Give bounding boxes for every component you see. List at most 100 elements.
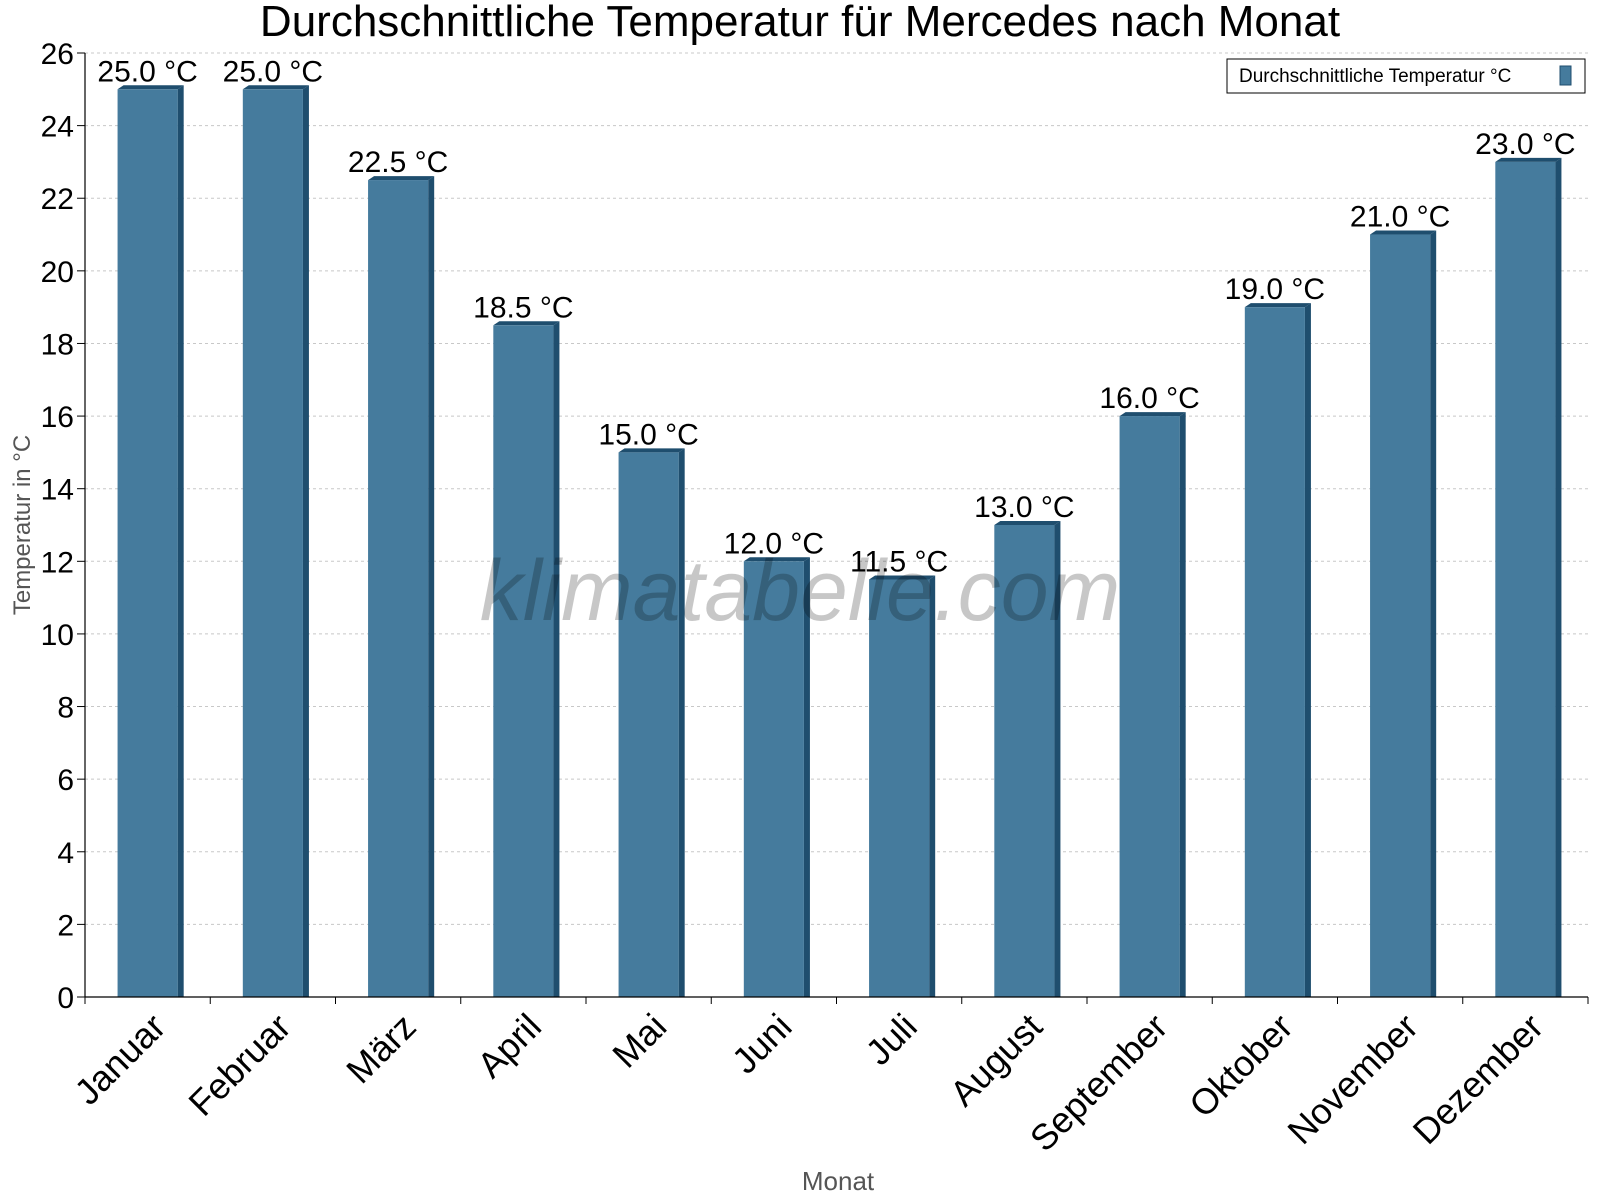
bar-top <box>869 575 936 580</box>
x-tick-label: Mai <box>604 1006 674 1076</box>
y-axis-label: Temperatur in °C <box>9 435 36 615</box>
bar-group <box>117 85 1562 998</box>
bar-top <box>117 85 184 90</box>
y-tick-label: 22 <box>41 183 74 216</box>
bar-2 <box>242 85 309 998</box>
bar-face <box>869 579 930 997</box>
bar-3 <box>368 176 435 998</box>
bar-top <box>1370 230 1437 235</box>
data-label: 22.5 °C <box>348 146 448 179</box>
bar-side <box>803 557 810 997</box>
watermark: klimatabelle.com <box>480 543 1120 639</box>
bar-face <box>242 89 303 998</box>
bar-top <box>618 448 685 453</box>
y-tick-label: 8 <box>57 692 74 725</box>
y-tick-label: 24 <box>41 111 74 144</box>
x-tick-label: April <box>469 1006 549 1086</box>
data-label: 12.0 °C <box>724 527 824 560</box>
x-tick-label: September <box>1022 1006 1176 1160</box>
bar-12 <box>1495 157 1562 997</box>
x-tick-label: Juni <box>724 1006 800 1082</box>
x-tick-label: Dezember <box>1405 1006 1551 1152</box>
bar-top <box>743 557 810 562</box>
data-label: 15.0 °C <box>598 418 698 451</box>
y-tick-label: 6 <box>57 764 74 797</box>
bar-side <box>1304 303 1311 998</box>
data-label: 25.0 °C <box>223 55 323 88</box>
x-tick-label: Januar <box>66 1006 173 1113</box>
bar-face <box>1495 161 1556 997</box>
bar-top <box>1119 412 1186 417</box>
x-axis-label: Monat <box>802 1166 875 1196</box>
y-tick-label: 0 <box>57 982 74 1015</box>
legend: Durchschnittliche Temperatur °C <box>1226 58 1586 94</box>
bar-face <box>368 180 429 998</box>
bar-top <box>493 321 560 326</box>
bar-face <box>117 89 178 998</box>
x-tick-label: November <box>1279 1006 1425 1152</box>
bar-face <box>994 525 1055 997</box>
bar-top <box>368 176 435 181</box>
bar-side <box>1430 230 1437 998</box>
grid-lines <box>85 52 1588 925</box>
bar-6 <box>743 557 810 997</box>
bar-4 <box>493 321 560 997</box>
x-tick-label: August <box>942 1006 1050 1114</box>
bar-side <box>428 176 435 998</box>
y-tick-label: 16 <box>41 401 74 434</box>
bar-side <box>929 575 936 997</box>
bar-face <box>1370 234 1431 998</box>
y-tick-label: 4 <box>57 837 74 870</box>
bar-top <box>242 85 309 90</box>
bar-10 <box>1244 303 1311 998</box>
legend-swatch <box>1559 65 1572 86</box>
bar-face <box>618 452 679 997</box>
y-tick-label: 20 <box>41 256 74 289</box>
chart-title: Durchschnittliche Temperatur für Mercede… <box>260 0 1340 46</box>
y-tick-label: 12 <box>41 546 74 579</box>
bar-side <box>1555 157 1562 997</box>
data-label: 11.5 °C <box>850 545 948 578</box>
bar-1 <box>117 85 184 998</box>
bar-7 <box>869 575 936 997</box>
bar-side <box>1179 412 1186 998</box>
data-label: 18.5 °C <box>473 291 573 324</box>
bar-top <box>1244 303 1311 308</box>
axes <box>77 52 1589 1004</box>
data-label: 16.0 °C <box>1099 382 1199 415</box>
bar-side <box>177 85 184 998</box>
data-label: 21.0 °C <box>1350 201 1450 234</box>
bar-side <box>678 448 685 997</box>
bar-side <box>553 321 560 997</box>
data-label: 19.0 °C <box>1225 273 1325 306</box>
bar-face <box>1244 307 1305 998</box>
data-label: 13.0 °C <box>974 491 1074 524</box>
bar-5 <box>618 448 685 997</box>
bar-face <box>1119 416 1180 998</box>
bar-top <box>994 521 1061 525</box>
x-tick-label: Oktober <box>1181 1006 1301 1126</box>
x-tick-label: März <box>338 1006 424 1092</box>
bar-9 <box>1119 412 1186 998</box>
data-label: 23.0 °C <box>1475 128 1575 161</box>
legend-label: Durchschnittliche Temperatur °C <box>1239 66 1511 87</box>
bar-face <box>743 561 804 997</box>
bar-side <box>1054 521 1061 997</box>
data-labels: 25.0 °C 25.0 °C 22.5 °C 18.5 °C 15.0 °C 12.0 … <box>97 55 1575 578</box>
bar-side <box>302 85 309 998</box>
y-tick-label: 10 <box>41 619 74 652</box>
bar-face <box>493 325 554 997</box>
bar-top <box>1495 157 1562 162</box>
bar-8 <box>994 521 1061 997</box>
y-tick-label: 14 <box>41 474 74 507</box>
y-tick-label: 18 <box>41 328 74 361</box>
y-tick-label: 2 <box>57 909 74 942</box>
bar-11 <box>1370 230 1437 998</box>
y-tick-label: 26 <box>41 38 74 71</box>
x-tick-label: Februar <box>180 1006 298 1124</box>
x-tick-labels: Januar Februar März April Mai Juni Juli AugustS… <box>66 1006 1551 1160</box>
legend-box <box>1226 58 1586 94</box>
